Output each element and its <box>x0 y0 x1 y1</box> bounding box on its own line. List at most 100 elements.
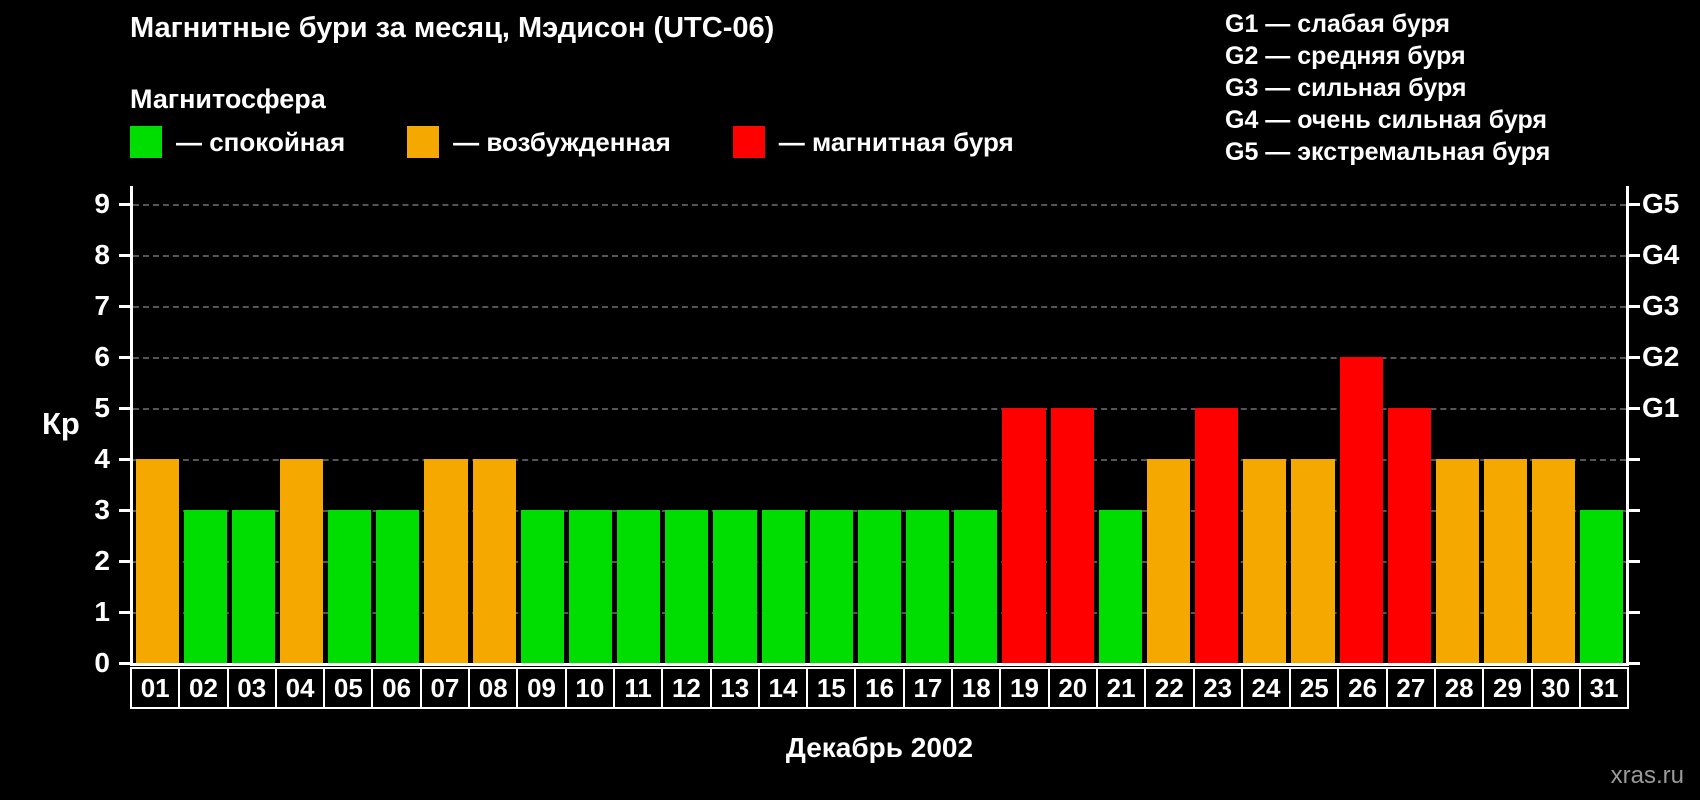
day-cell-05: 05 <box>323 667 374 709</box>
day-cell-06: 06 <box>371 667 422 709</box>
g-label-g4: G4 <box>1642 239 1680 270</box>
gridline-9 <box>133 204 1626 206</box>
day-cell-02: 02 <box>178 667 229 709</box>
y-tick-right-8 <box>1629 254 1640 257</box>
kp-bar-day-30 <box>1532 459 1576 663</box>
kp-bar-day-12 <box>665 510 709 663</box>
y-tick-left-4 <box>119 458 130 461</box>
storm-scale-line-g4: G4 — очень сильная буря <box>1225 106 1547 134</box>
day-cell-17: 17 <box>902 667 954 709</box>
gridline-6 <box>133 357 1626 359</box>
kp-bar-day-19 <box>1002 408 1046 663</box>
kp-bar-day-01 <box>135 459 179 663</box>
legend-item-storm: — магнитная буря <box>732 126 1014 158</box>
day-cell-14: 14 <box>757 667 809 709</box>
watermark: xras.ru <box>1610 762 1684 789</box>
g-label-g3: G3 <box>1642 290 1680 321</box>
day-cell-08: 08 <box>468 667 519 709</box>
kp-bar-day-06 <box>376 510 420 663</box>
kp-bar-day-13 <box>713 510 757 663</box>
y-axis-title: Кр <box>42 406 80 441</box>
kp-bar-day-17 <box>906 510 950 663</box>
day-cell-31: 31 <box>1578 667 1630 709</box>
kp-bar-day-18 <box>954 510 998 663</box>
kp-bar-day-09 <box>520 510 564 663</box>
kp-bar-day-16 <box>857 510 902 663</box>
kp-bar-day-26 <box>1339 357 1383 663</box>
y-tick-label-4: 4 <box>94 443 110 474</box>
y-tick-label-3: 3 <box>94 494 110 525</box>
storm-scale-line-g1: G1 — слабая буря <box>1225 10 1451 38</box>
kp-bar-day-22 <box>1146 459 1191 663</box>
y-tick-left-6 <box>119 356 130 359</box>
magnetosphere-label: Магнитосфера <box>130 84 326 114</box>
x-axis-day-labels: 01 02 03 04 05 06 07 08 09 10 11 12 13 14 15 16 17 18 19 20… <box>130 667 1630 709</box>
day-cell-21: 21 <box>1095 667 1147 709</box>
day-cell-26: 26 <box>1337 667 1388 709</box>
kp-bar-day-21 <box>1098 510 1142 663</box>
day-cell-23: 23 <box>1192 667 1243 709</box>
kp-bar-day-04 <box>279 459 324 663</box>
kp-bar-day-02 <box>183 510 227 663</box>
y-tick-label-5: 5 <box>94 392 110 423</box>
y-tick-label-1: 1 <box>94 596 110 627</box>
day-cell-09: 09 <box>516 667 567 709</box>
y-tick-left-0 <box>119 662 130 665</box>
kp-bar-day-15 <box>809 510 853 663</box>
kp-bar-day-05 <box>328 510 372 663</box>
y-tick-right-9 <box>1629 203 1640 206</box>
kp-bar-day-08 <box>472 459 516 663</box>
legend-item-excited: — возбужденная <box>407 126 671 158</box>
day-cell-12: 12 <box>661 667 712 709</box>
day-cell-28: 28 <box>1434 667 1485 709</box>
y-tick-label-0: 0 <box>94 647 110 678</box>
day-cell-25: 25 <box>1289 667 1340 709</box>
day-cell-27: 27 <box>1385 667 1437 709</box>
gridline-4 <box>133 459 1626 461</box>
storm-scale-line-g2: G2 — средняя буря <box>1225 42 1466 70</box>
y-tick-left-7 <box>119 305 130 308</box>
kp-bar-day-27 <box>1387 408 1431 663</box>
y-tick-left-2 <box>119 560 130 563</box>
y-tick-right-7 <box>1629 305 1640 308</box>
day-cell-29: 29 <box>1482 667 1533 709</box>
kp-bar-day-20 <box>1050 408 1094 663</box>
day-cell-18: 18 <box>951 667 1002 709</box>
day-cell-01: 01 <box>130 667 181 709</box>
kp-bar-day-28 <box>1435 459 1479 663</box>
y-tick-right-5 <box>1629 407 1640 410</box>
kp-bar-day-23 <box>1195 408 1239 663</box>
day-cell-07: 07 <box>419 667 471 709</box>
x-axis-title: Декабрь 2002 <box>785 732 974 763</box>
legend-swatch-quiet <box>130 126 162 158</box>
g-label-g5: G5 <box>1642 188 1680 219</box>
kp-bar-day-10 <box>568 510 613 663</box>
y-tick-label-8: 8 <box>94 239 110 270</box>
day-cell-24: 24 <box>1240 667 1292 709</box>
day-cell-20: 20 <box>1047 667 1098 709</box>
kp-bar-day-14 <box>761 510 805 663</box>
y-tick-left-3 <box>119 509 130 512</box>
plot-area <box>119 186 1640 666</box>
y-tick-label-9: 9 <box>94 188 110 219</box>
day-cell-13: 13 <box>709 667 760 709</box>
y-tick-left-1 <box>119 611 130 614</box>
legend-item-quiet: — спокойная <box>130 126 345 158</box>
kp-bar-day-24 <box>1243 459 1287 663</box>
g-label-g1: G1 <box>1642 392 1680 423</box>
kp-bar-day-11 <box>617 510 661 663</box>
day-cell-15: 15 <box>806 667 857 709</box>
storm-scale-line-g3: G3 — сильная буря <box>1225 74 1467 102</box>
storm-scale-line-g5: G5 — экстремальная буря <box>1225 138 1551 166</box>
day-cell-03: 03 <box>226 667 277 709</box>
day-cell-30: 30 <box>1530 667 1581 709</box>
day-cell-11: 11 <box>612 667 664 709</box>
y-tick-right-4 <box>1629 458 1640 461</box>
y-tick-right-2 <box>1629 560 1640 563</box>
kp-bar-day-29 <box>1484 459 1528 663</box>
day-cell-19: 19 <box>999 667 1050 709</box>
legend-swatch-excited <box>407 126 440 158</box>
y-tick-right-0 <box>1629 662 1640 665</box>
y-tick-label-6: 6 <box>94 341 110 372</box>
